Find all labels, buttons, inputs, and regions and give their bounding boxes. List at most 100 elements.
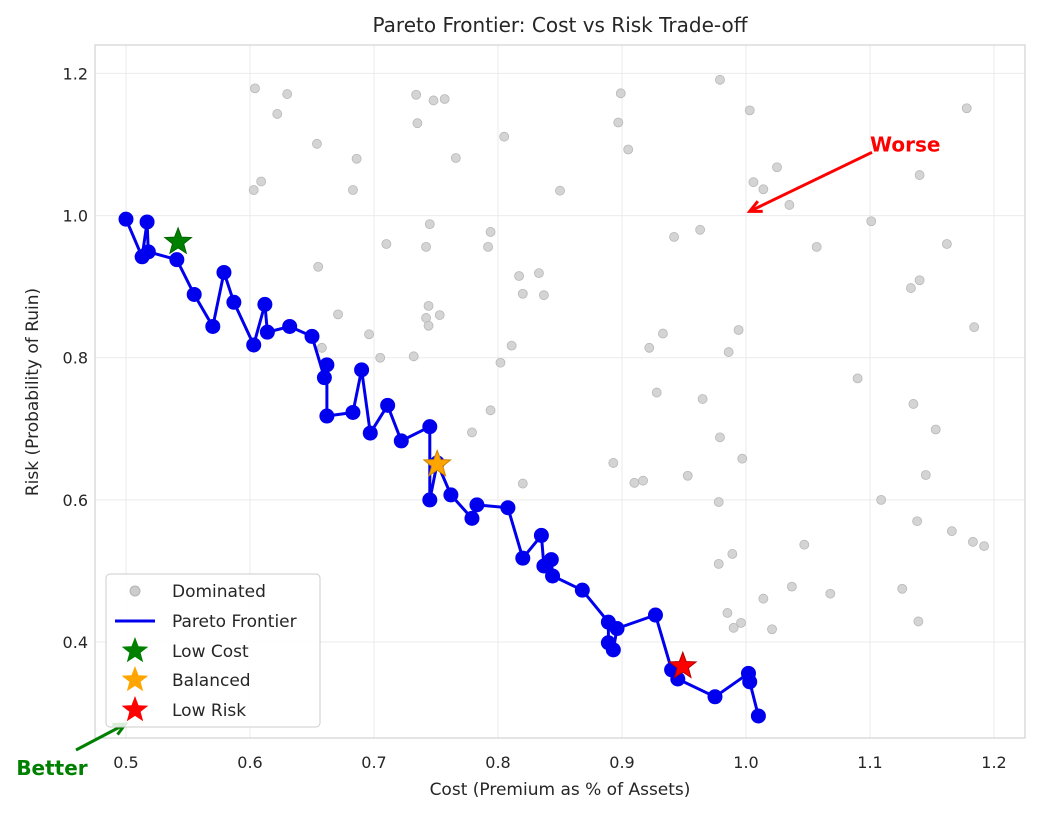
- dominated-point: [969, 322, 980, 333]
- dominated-point: [411, 89, 422, 100]
- dominated-point: [736, 617, 746, 628]
- frontier-point: [226, 294, 242, 310]
- dominated-point: [722, 608, 733, 618]
- dominated-point: [450, 153, 461, 163]
- dominated-point: [897, 583, 908, 594]
- dominated-point: [517, 478, 528, 489]
- dominated-point: [767, 624, 777, 635]
- dominated-point: [697, 394, 708, 404]
- dominated-point: [615, 88, 626, 99]
- x-tick-label: 0.9: [609, 753, 634, 772]
- frontier-point: [464, 510, 480, 526]
- frontier-point: [750, 708, 766, 724]
- frontier-point: [422, 492, 438, 508]
- dominated-point: [534, 268, 544, 279]
- legend-balanced-marker: [121, 666, 149, 692]
- dominated-point: [852, 373, 863, 384]
- dominated-point: [613, 117, 624, 128]
- dominated-point: [514, 271, 524, 281]
- balanced-star: [422, 448, 452, 477]
- frontier-point: [169, 252, 185, 268]
- dominated-point: [825, 588, 836, 599]
- x-tick-label: 1.0: [733, 753, 758, 772]
- dominated-point: [658, 328, 668, 339]
- dominated-point: [912, 516, 923, 527]
- frontier-point: [380, 397, 396, 413]
- dominated-point: [421, 241, 431, 252]
- x-tick-label: 0.7: [361, 753, 386, 772]
- dominated-point: [914, 170, 925, 180]
- dominated-point: [908, 399, 919, 409]
- frontier-point: [257, 296, 273, 312]
- dominated-point: [906, 283, 916, 293]
- frontier-point: [362, 425, 378, 441]
- dominated-point: [499, 131, 510, 142]
- dominated-point: [282, 89, 293, 99]
- dominated-point: [364, 329, 374, 340]
- dominated-point: [608, 458, 619, 468]
- dominated-point: [930, 424, 941, 435]
- frontier-point: [319, 408, 335, 424]
- x-tick-label: 0.6: [237, 753, 262, 772]
- dominated-point: [723, 347, 734, 357]
- frontier-point: [609, 621, 625, 637]
- frontier-point: [543, 552, 559, 568]
- dominated-point: [772, 162, 782, 173]
- dominated-point: [272, 109, 283, 119]
- dominated-point: [485, 227, 496, 237]
- frontier-point: [393, 433, 409, 449]
- dominated-point: [495, 357, 506, 368]
- frontier-point: [259, 324, 275, 340]
- x-tick-label: 1.2: [981, 753, 1006, 772]
- frontier-point: [205, 318, 221, 334]
- x-tick-label: 0.8: [485, 753, 510, 772]
- frontier-point: [533, 527, 549, 543]
- better-label: Better: [16, 756, 87, 780]
- better-arrow-shaft: [75, 722, 126, 752]
- dominated-point: [485, 405, 496, 416]
- y-tick-label: 0.6: [63, 491, 88, 510]
- dominated-point: [733, 325, 744, 335]
- dominated-point: [758, 184, 769, 195]
- x-tick-label: 1.1: [857, 753, 882, 772]
- dominated-point: [946, 526, 957, 537]
- dominated-point: [728, 622, 739, 633]
- dominated-point: [920, 470, 931, 480]
- frontier-point: [140, 244, 156, 260]
- frontier-point: [422, 419, 438, 435]
- frontier-point: [515, 550, 531, 566]
- legend-low-risk-marker: [121, 696, 149, 722]
- dominated-point: [408, 351, 419, 362]
- dominated-point: [695, 224, 706, 235]
- dominated-point: [682, 470, 693, 481]
- dominated-point: [961, 103, 972, 114]
- y-axis-label: Risk (Probability of Ruin): [23, 288, 43, 496]
- dominated-point: [669, 232, 679, 242]
- dominated-point: [811, 241, 822, 252]
- dominated-point: [467, 427, 477, 438]
- dominated-point: [424, 219, 435, 230]
- frontier-point: [707, 689, 723, 705]
- frontier-point: [246, 337, 262, 353]
- worse-arrow-shaft: [749, 150, 873, 213]
- dominated-point: [434, 310, 445, 320]
- dominated-point: [412, 118, 423, 129]
- dominated-point: [333, 309, 343, 320]
- frontier-point: [742, 674, 758, 690]
- dominated-point: [317, 342, 327, 353]
- low-risk-star: [668, 650, 698, 679]
- frontier-point: [500, 500, 516, 516]
- legend-dominated-label: Dominated: [172, 582, 266, 602]
- dominated-point: [748, 177, 759, 188]
- frontier-point: [139, 214, 155, 230]
- low-cost-star: [163, 226, 193, 255]
- dominated-point: [375, 352, 386, 363]
- dominated-point: [651, 387, 662, 398]
- dominated-point: [914, 275, 925, 286]
- dominated-point: [979, 541, 989, 551]
- dominated-point: [351, 153, 362, 164]
- dominated-point: [483, 241, 493, 252]
- dominated-point: [758, 593, 769, 604]
- dominated-point: [312, 138, 322, 149]
